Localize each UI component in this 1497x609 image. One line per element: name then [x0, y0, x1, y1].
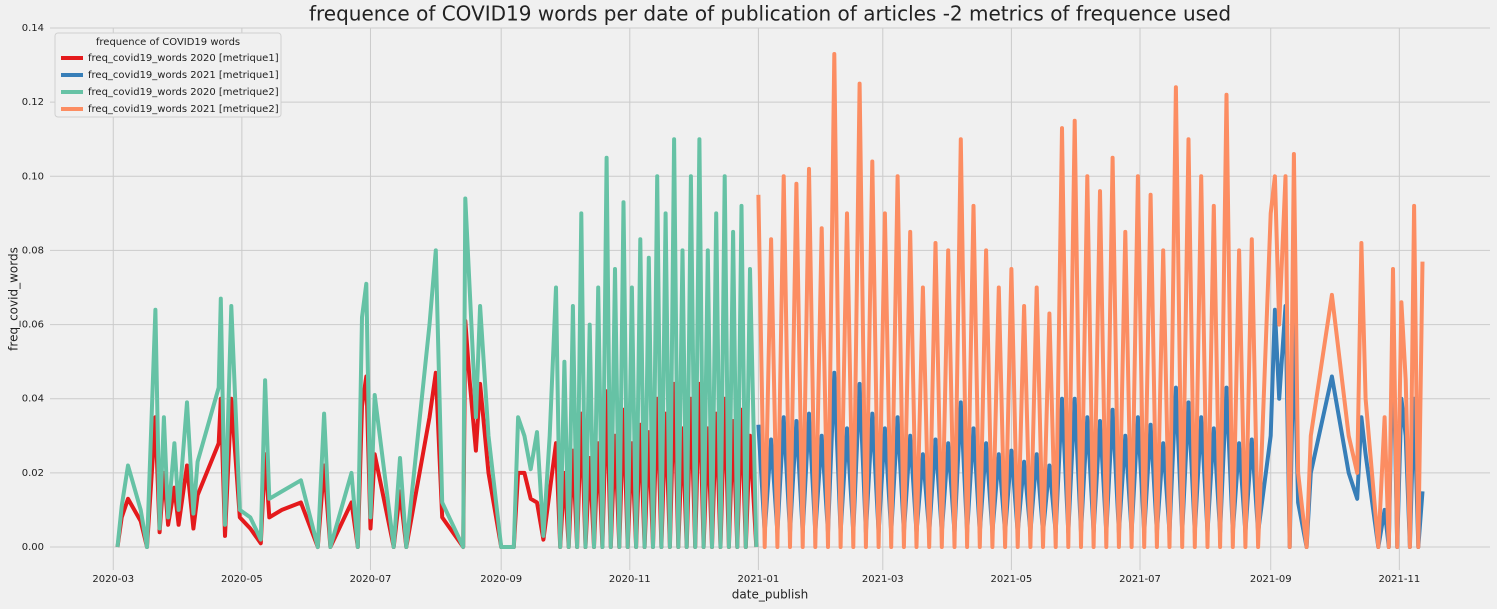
y-tick-label: 0.12 — [22, 97, 44, 108]
x-tick-label: 2021-03 — [862, 574, 904, 585]
y-tick-label: 0.06 — [22, 320, 44, 331]
x-tick-label: 2021-11 — [1378, 574, 1420, 585]
x-tick-label: 2021-09 — [1250, 574, 1292, 585]
x-axis-label: date_publish — [732, 588, 808, 602]
legend: frequence of COVID19 words freq_covid19_w… — [54, 32, 282, 118]
x-tick-label: 2021-05 — [991, 574, 1033, 585]
y-tick-label: 0.08 — [22, 245, 44, 256]
chart-title: frequence of COVID19 words per date of p… — [309, 2, 1231, 26]
series-line — [115, 318, 759, 549]
x-tick-label: 2021-01 — [738, 574, 780, 585]
series-line — [756, 52, 1425, 549]
legend-title: frequence of COVID19 words — [96, 37, 240, 48]
x-tick-label: 2020-07 — [350, 574, 392, 585]
x-tick-label: 2020-03 — [92, 574, 134, 585]
lines — [115, 52, 1425, 549]
series-line — [115, 137, 759, 549]
y-axis-label: freq_covid_words — [7, 247, 21, 351]
legend-box — [54, 32, 282, 118]
y-tick-label: 0.10 — [22, 171, 44, 182]
legend-label: freq_covid19_words 2020 [metrique1] — [88, 53, 279, 64]
legend-label: freq_covid19_words 2021 [metrique2] — [88, 104, 279, 115]
x-tick-label: 2020-05 — [221, 574, 263, 585]
legend-label: freq_covid19_words 2020 [metrique2] — [88, 87, 279, 98]
y-tick-label: 0.14 — [22, 23, 44, 34]
y-tick-label: 0.00 — [22, 542, 44, 553]
y-tick-label: 0.04 — [22, 394, 44, 405]
x-tick-label: 2020-09 — [480, 574, 522, 585]
y-tick-label: 0.02 — [22, 468, 44, 479]
x-tick-label: 2021-07 — [1119, 574, 1161, 585]
x-tick-label: 2020-11 — [609, 574, 651, 585]
legend-label: freq_covid19_words 2021 [metrique1] — [88, 70, 279, 81]
